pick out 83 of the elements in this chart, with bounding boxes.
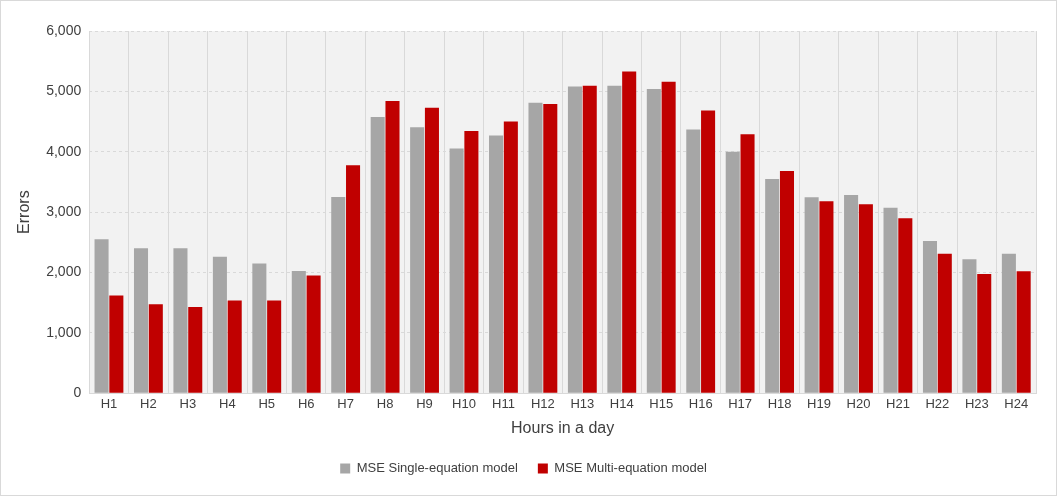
bar: [109, 295, 124, 393]
x-tick-label: H7: [337, 395, 354, 411]
x-tick-label: H21: [886, 395, 910, 411]
x-tick-label: H13: [570, 395, 595, 411]
bar: [528, 102, 543, 393]
bar: [765, 178, 780, 393]
bar: [188, 306, 203, 393]
bar: [148, 304, 163, 393]
bar: [740, 134, 755, 393]
x-tick-label: H1: [100, 395, 118, 411]
x-tick-label: H3: [179, 395, 197, 411]
bar: [385, 101, 400, 393]
bar: [962, 259, 977, 393]
bar: [503, 121, 518, 393]
bar: [331, 197, 346, 393]
x-tick-label: H22: [925, 395, 950, 411]
y-tick-label: 3,000: [46, 202, 82, 219]
x-tick-label: H20: [846, 395, 871, 411]
bar: [779, 171, 795, 393]
bar: [1001, 253, 1016, 393]
x-tick-label: H15: [649, 395, 674, 411]
x-tick-label: H11: [492, 395, 515, 411]
bar: [173, 248, 188, 393]
bar: [449, 148, 464, 393]
bar: [686, 129, 701, 393]
bar: [898, 218, 913, 393]
bar: [489, 135, 504, 393]
x-tick-label: H23: [964, 395, 989, 411]
x-axis-title: Hours in a day: [511, 418, 615, 436]
bar: [267, 300, 282, 393]
x-tick-label: H10: [452, 395, 476, 411]
y-tick-label: 2,000: [46, 263, 82, 280]
bar: [346, 165, 361, 393]
bar: [661, 81, 676, 393]
y-tick-label: 5,000: [46, 82, 82, 99]
x-tick-label: H4: [218, 395, 236, 411]
bar: [212, 256, 227, 393]
bar: [725, 151, 740, 393]
legend-label: MSE Single-equation model: [356, 460, 518, 476]
bar: [937, 253, 952, 393]
bar: [94, 239, 109, 393]
x-tick-label: H2: [140, 395, 157, 411]
bar: [804, 197, 819, 393]
bar: [410, 127, 425, 393]
x-tick-label: H6: [297, 395, 315, 411]
x-tick-label: H8: [376, 395, 394, 411]
bar: [844, 194, 859, 393]
x-tick-label: H14: [609, 395, 634, 411]
bar: [424, 107, 439, 393]
bar: [370, 117, 385, 393]
bar: [819, 201, 834, 393]
y-tick-label: 0: [73, 384, 82, 401]
bar: [227, 300, 242, 393]
y-axis-title: Errors: [15, 190, 33, 234]
x-tick-label: H17: [728, 395, 753, 411]
y-tick-label: 1,000: [46, 323, 82, 340]
bar: [133, 248, 149, 393]
bar: [883, 207, 898, 393]
bar: [646, 88, 661, 393]
x-tick-label: H19: [807, 395, 831, 411]
x-tick-label: H18: [767, 395, 792, 411]
legend-label: MSE Multi-equation model: [554, 460, 707, 476]
x-tick-label: H24: [1004, 395, 1029, 411]
bar: [306, 275, 321, 393]
x-tick-label: H16: [688, 395, 713, 411]
bar: [543, 104, 558, 393]
bar: [977, 273, 992, 393]
x-tick-label: H12: [530, 395, 555, 411]
x-tick-label: H5: [258, 395, 276, 411]
bar: [567, 86, 582, 393]
bar: [252, 263, 267, 393]
bar: [291, 270, 306, 393]
y-tick-label: 6,000: [46, 21, 82, 38]
bar: [701, 110, 716, 393]
bar: [922, 241, 938, 393]
bar: [464, 130, 479, 393]
bar: [1016, 271, 1031, 393]
bar: [607, 85, 622, 393]
bar: [858, 204, 873, 393]
x-tick-label: H9: [416, 395, 433, 411]
bar: [582, 85, 597, 393]
y-tick-label: 4,000: [46, 142, 82, 159]
bar: [622, 71, 637, 393]
